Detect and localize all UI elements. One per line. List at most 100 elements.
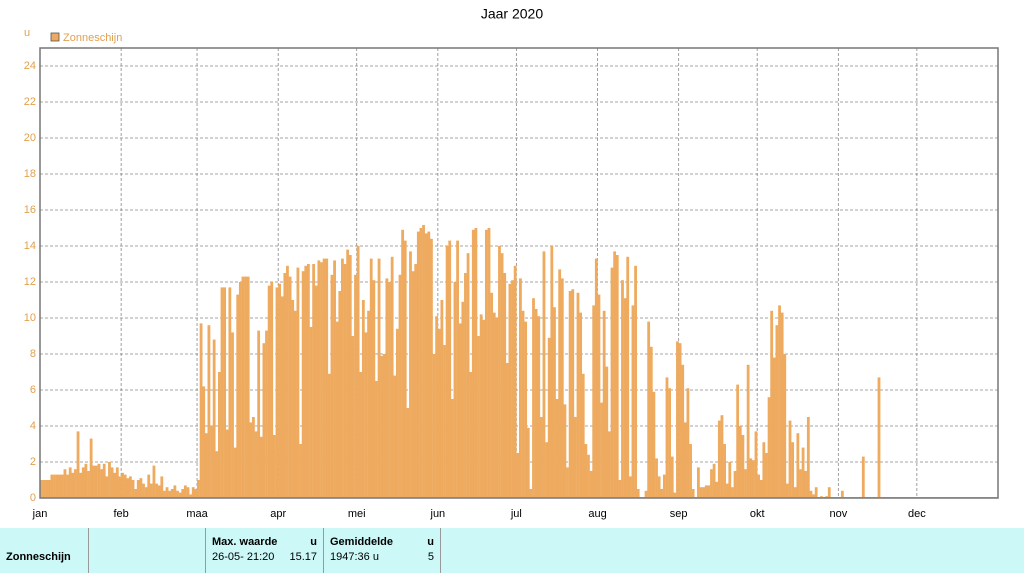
blank-cell <box>89 528 206 573</box>
bar <box>403 240 407 498</box>
bar <box>118 476 122 498</box>
bar <box>351 336 355 498</box>
bar <box>725 483 729 498</box>
bar <box>621 280 624 498</box>
bar <box>647 321 651 498</box>
bar <box>751 460 755 498</box>
bar <box>254 431 258 498</box>
bar <box>395 328 399 498</box>
bar <box>670 456 674 498</box>
bar <box>272 435 276 498</box>
bar <box>532 298 535 498</box>
bar <box>270 282 274 498</box>
bar <box>364 332 368 498</box>
y-tick-label: 2 <box>30 456 36 468</box>
bar <box>259 436 263 498</box>
bar <box>92 465 96 498</box>
bar <box>571 289 575 498</box>
bar <box>377 258 381 498</box>
bar <box>157 485 161 498</box>
chart-title: Jaar 2020 <box>481 6 543 22</box>
y-tick-label: 4 <box>30 420 36 432</box>
bar <box>241 276 245 498</box>
bar <box>686 388 690 498</box>
bar <box>275 287 279 498</box>
bar <box>322 258 326 498</box>
bar <box>257 330 261 498</box>
bar <box>631 305 635 498</box>
bar <box>655 458 658 498</box>
bar <box>304 265 308 498</box>
bar <box>50 474 54 498</box>
bar <box>613 251 617 498</box>
bar <box>490 292 494 498</box>
bar <box>448 240 452 498</box>
bar <box>100 469 104 498</box>
y-axis-label: u <box>24 27 30 39</box>
bar <box>511 280 514 498</box>
bar <box>644 490 648 498</box>
bar <box>71 472 75 498</box>
bar <box>45 480 49 498</box>
bar <box>801 447 805 498</box>
bar <box>144 487 148 498</box>
bar <box>443 345 446 498</box>
x-tick-label: nov <box>829 508 847 520</box>
y-tick-label: 6 <box>30 384 36 396</box>
bar <box>696 467 700 498</box>
bar <box>335 321 339 498</box>
bar <box>94 465 98 498</box>
bar <box>526 427 530 498</box>
legend-swatch <box>50 32 60 42</box>
bar <box>183 485 187 498</box>
x-tick-label: feb <box>113 508 128 520</box>
y-tick-label: 14 <box>24 240 36 252</box>
bar <box>280 296 284 498</box>
bar <box>840 490 844 498</box>
bar <box>553 307 556 498</box>
bar <box>207 325 211 498</box>
bar <box>602 310 606 498</box>
bar <box>348 255 352 498</box>
bar <box>76 431 80 498</box>
bar <box>710 469 713 498</box>
bar <box>97 463 101 498</box>
bar <box>191 487 195 498</box>
bar <box>249 422 253 498</box>
bar <box>539 417 543 498</box>
bar <box>482 319 486 498</box>
bar <box>623 298 627 498</box>
bar <box>238 282 242 498</box>
bar <box>299 444 302 498</box>
bar <box>681 364 685 498</box>
bar <box>545 442 548 498</box>
bar <box>759 480 763 498</box>
bar <box>84 463 88 498</box>
bar <box>79 472 83 498</box>
bar <box>149 483 153 498</box>
bar <box>723 444 726 498</box>
bar <box>791 442 795 498</box>
bar <box>197 480 200 498</box>
bar <box>464 273 467 498</box>
bar <box>367 310 371 498</box>
bar <box>181 489 185 498</box>
bar <box>202 386 206 498</box>
bar <box>288 276 292 498</box>
bar <box>134 489 138 498</box>
plot-frame <box>39 47 999 499</box>
bar <box>519 278 522 498</box>
bar <box>68 467 72 498</box>
bar <box>165 487 169 498</box>
bar <box>812 494 815 498</box>
bar <box>131 480 135 498</box>
cell: 26-05- 21:20 <box>212 551 275 563</box>
bar <box>102 463 106 498</box>
bar <box>731 487 734 498</box>
avg-cell: Gemiddelde u 1947:36 u 5 <box>324 528 441 573</box>
bar <box>246 276 250 498</box>
bar <box>406 408 410 498</box>
bar <box>163 490 166 498</box>
bar <box>785 483 789 498</box>
bar <box>262 343 266 498</box>
